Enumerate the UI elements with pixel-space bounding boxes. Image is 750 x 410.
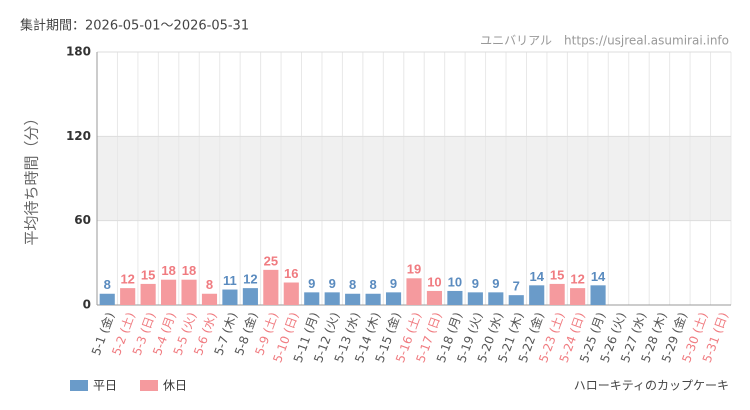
value-label: 9 (472, 276, 479, 291)
bar (140, 283, 156, 305)
bar (529, 285, 545, 305)
bar (365, 293, 381, 305)
bar (181, 279, 197, 305)
value-label: 15 (141, 267, 155, 282)
y-tick-label: 0 (83, 298, 91, 312)
value-label: 19 (407, 262, 421, 277)
value-label: 14 (529, 269, 544, 284)
bar (590, 285, 606, 305)
bar (222, 289, 238, 305)
bar (488, 292, 504, 305)
value-label: 9 (308, 276, 315, 291)
legend-swatch (140, 380, 158, 391)
value-label: 16 (284, 266, 298, 281)
legend-label: 休日 (163, 379, 187, 393)
value-label: 9 (329, 276, 336, 291)
bar (570, 288, 586, 305)
bar (345, 293, 361, 305)
y-tick-label: 180 (66, 45, 91, 59)
grid-band (97, 136, 731, 221)
bar (263, 269, 279, 305)
bar (406, 278, 422, 305)
chart-title: 集計期間：2026-05-01～2026-05-31 (20, 18, 249, 34)
bar (99, 293, 115, 305)
legend-label: 平日 (93, 379, 117, 393)
value-label: 14 (591, 269, 606, 284)
bar (426, 290, 443, 305)
bar (120, 288, 136, 305)
value-label: 25 (264, 253, 278, 268)
bar (467, 292, 483, 305)
bar (549, 283, 565, 305)
bar (385, 292, 402, 305)
bar (324, 292, 340, 305)
bar (283, 282, 299, 305)
value-label: 8 (349, 277, 356, 292)
bar (161, 279, 177, 305)
value-label: 10 (448, 274, 462, 289)
value-label: 12 (120, 272, 134, 287)
value-label: 8 (206, 277, 213, 292)
source: ユニバリアル https://usjreal.asumirai.info (480, 34, 729, 48)
bar (242, 288, 258, 305)
bar (508, 295, 524, 305)
subtitle: ハローキティのカップケーキ (574, 379, 729, 393)
value-label: 7 (513, 279, 520, 294)
value-label: 18 (161, 263, 175, 278)
bar (201, 293, 218, 305)
y-axis-label: 平均待ち時間（分） (23, 110, 41, 245)
value-label: 8 (369, 277, 376, 292)
value-label: 9 (390, 276, 397, 291)
value-label: 11 (223, 273, 237, 288)
value-label: 12 (243, 272, 257, 287)
value-label: 8 (104, 277, 111, 292)
value-label: 15 (550, 267, 564, 282)
legend-swatch (70, 380, 88, 391)
value-label: 10 (427, 274, 441, 289)
value-label: 9 (492, 276, 499, 291)
y-tick-label: 60 (74, 213, 91, 227)
bar (447, 290, 463, 305)
y-tick-label: 120 (66, 129, 91, 143)
bar (304, 292, 320, 305)
value-label: 12 (570, 272, 584, 287)
value-label: 18 (182, 263, 196, 278)
